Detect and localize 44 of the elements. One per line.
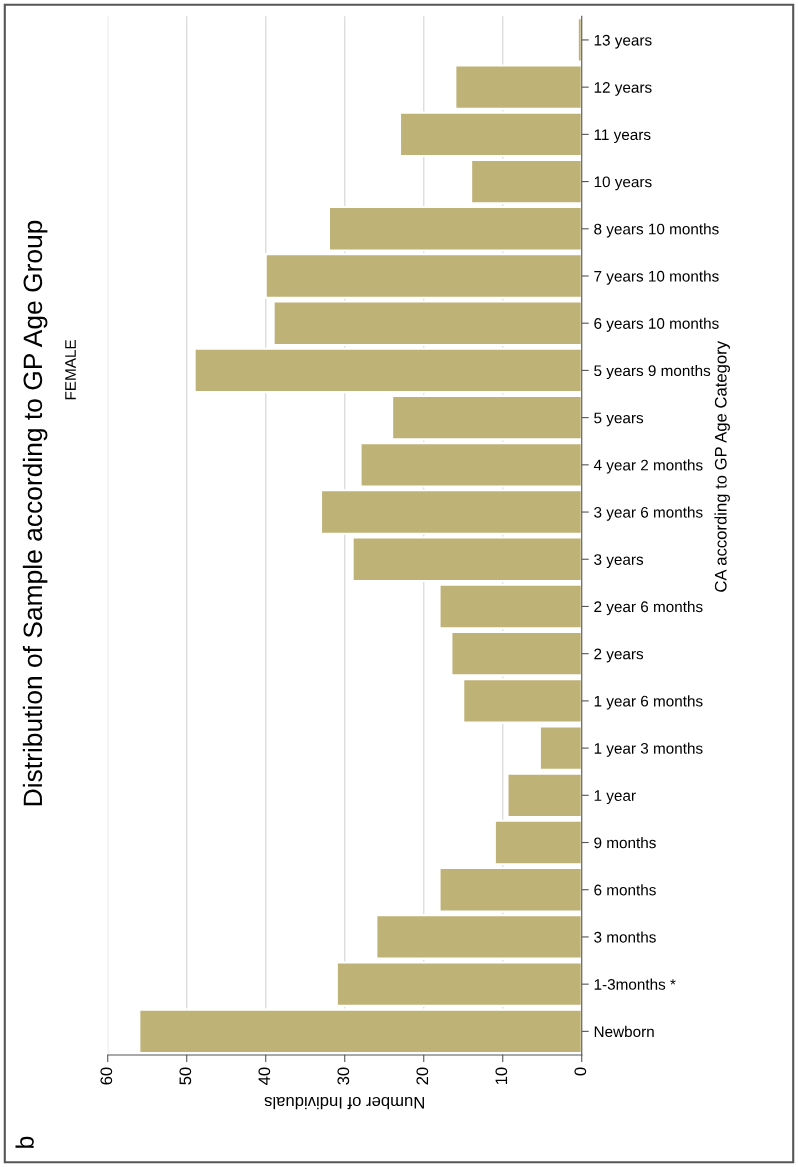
y-tick-label: 3 years — [594, 554, 644, 568]
text: Distribution of Sample according to GP Age Group — [22, 220, 48, 806]
y-tick-label: 2 years — [594, 648, 644, 663]
y-tick-label: 4 year 2 months — [593, 459, 703, 474]
y-tick-label: 11 years — [594, 129, 651, 144]
x-tick-label: 60 — [100, 1067, 113, 1085]
y-tick-label: 1-3months * — [594, 978, 676, 990]
text: b — [15, 1136, 34, 1148]
y-tick-label: 3 year 6 months — [594, 506, 703, 521]
bar — [438, 583, 582, 630]
x-tick-label: 10 — [495, 1067, 508, 1085]
y-tick-label: 1 year 3 months — [594, 742, 703, 757]
y-tick-label: 6 years 10 months — [594, 317, 719, 332]
bar — [470, 158, 582, 205]
bar — [138, 1008, 582, 1055]
y-tick-label: 5 years 9 months — [594, 364, 711, 380]
x-tick-label: 20 — [416, 1067, 429, 1085]
y-tick-label: 1 year 6 months — [594, 695, 703, 710]
y-tick-label: 12 years — [594, 82, 652, 96]
y-tick-label: 5 years — [594, 412, 644, 427]
y-tick-label: 9 months — [594, 836, 656, 849]
text: FEMALE — [65, 340, 76, 400]
bar — [193, 347, 582, 394]
y-tick-label: 13 years — [594, 34, 652, 49]
y-tick-label: 3 months — [594, 931, 656, 943]
y-tick-label: 2 year 6 months — [594, 600, 703, 616]
x-tick-label: 30 — [337, 1067, 350, 1085]
bar — [399, 111, 582, 158]
bar — [391, 394, 582, 441]
bar — [493, 819, 582, 866]
y-tick-label: Newborn — [594, 1025, 654, 1038]
bar — [438, 866, 582, 913]
y-tick-label: 8 years 10 months — [594, 223, 719, 238]
x-tick-label: 0 — [574, 1067, 587, 1076]
y-axis-title: CA according to GP Age Category — [714, 340, 730, 592]
y-tick-label: 10 years — [594, 176, 652, 191]
x-axis-title: Number of Individuals — [264, 1096, 424, 1110]
y-tick-label: 1 year — [594, 790, 636, 805]
y-tick-label: 7 years 10 months — [594, 270, 719, 285]
y-tick-label: 6 months — [594, 884, 656, 896]
bar — [450, 630, 582, 677]
x-tick-label: 50 — [179, 1067, 192, 1085]
x-tick-label: 40 — [258, 1067, 271, 1085]
bar — [506, 772, 582, 819]
